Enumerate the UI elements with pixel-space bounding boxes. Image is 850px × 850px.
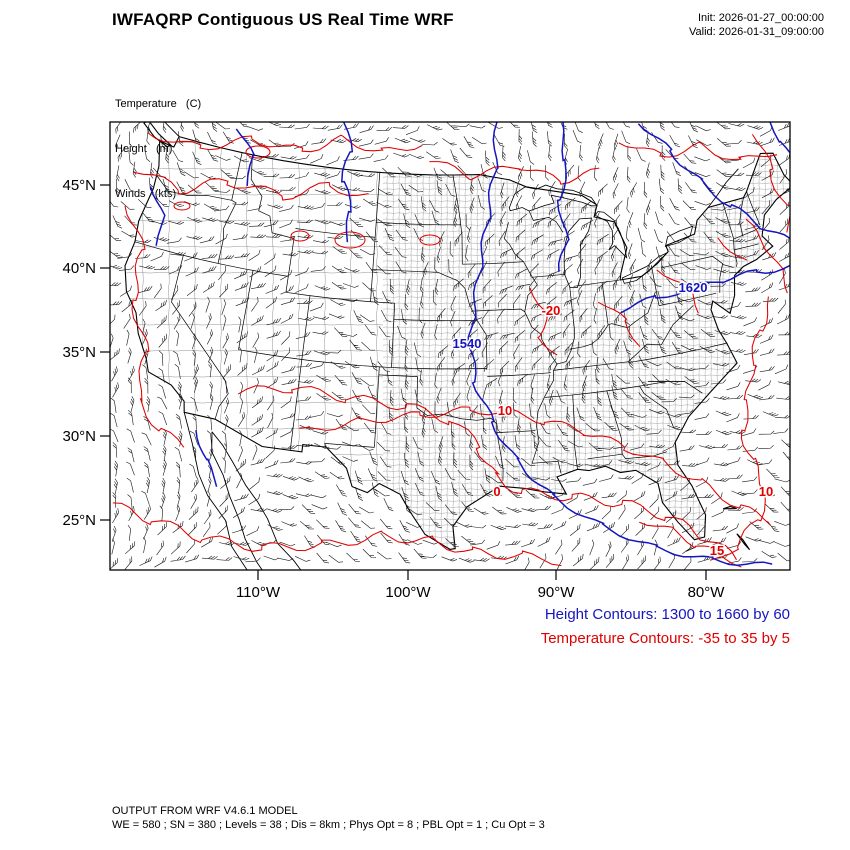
contour-label-10: 10 [498,403,512,418]
height-contours [149,122,790,567]
lat-label-40n: 40°N [62,260,96,277]
lon-label-100w: 100°W [385,584,431,601]
footer: OUTPUT FROM WRF V4.6.1 MODEL WE = 580 ; … [112,804,545,832]
temperature-contours [112,132,790,568]
valid-time: Valid: 2026-01-31_09:00:00 [689,26,824,38]
lon-label-90w: 90°W [537,584,575,601]
contour-label-1620: 1620 [679,280,708,295]
lat-label-25n: 25°N [62,512,96,529]
footer-model: OUTPUT FROM WRF V4.6.1 MODEL [112,805,298,817]
contour-label-1540: 1540 [453,336,482,351]
page-title: IWFAQRP Contiguous US Real Time WRF [112,10,454,29]
map-frame [109,121,791,571]
var-temperature: Temperature (C) [115,98,202,110]
footer-config: WE = 580 ; SN = 380 ; Levels = 38 ; Dis … [112,819,545,831]
lon-label-110w: 110°W [235,584,281,601]
contour-label-0: 0 [493,484,500,499]
lat-label-35n: 35°N [62,344,96,361]
lat-label-45n: 45°N [62,177,96,194]
axis-ticks [100,184,707,580]
temperature-contour-legend: Temperature Contours: -35 to 35 by 5 [540,630,790,647]
height-contour-legend: Height Contours: 1300 to 1660 by 60 [544,606,790,623]
wind-barbs [110,122,790,570]
geography [124,122,790,570]
lat-label-30n: 30°N [62,428,96,445]
init-time: Init: 2026-01-27_00:00:00 [698,12,824,24]
run-info: Init: 2026-01-27_00:00:00 Valid: 2026-01… [689,11,824,39]
map-content: 1540 1620 -20 10 0 10 15 [110,122,790,570]
lon-label-80w: 80°W [687,584,725,601]
county-texture [125,136,790,550]
contour-label-15: 15 [710,543,724,558]
contour-label-10: 10 [759,484,773,499]
contour-labels: 1540 1620 -20 10 0 10 15 [451,279,775,560]
contour-label--20: -20 [542,303,561,318]
